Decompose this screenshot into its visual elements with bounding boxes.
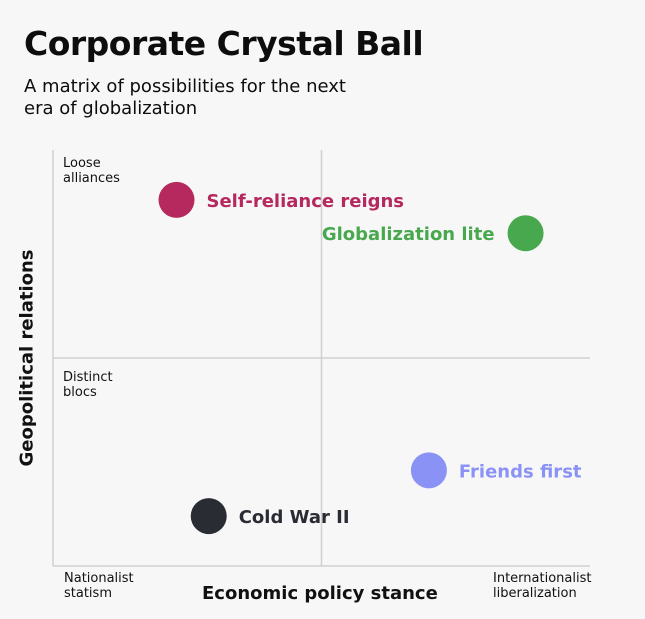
y-high-label: Loose alliances — [63, 156, 120, 186]
scatter-point — [158, 181, 195, 218]
scatter-point — [190, 498, 227, 535]
point-label: Globalization lite — [322, 224, 495, 245]
point-label: Self-reliance reigns — [207, 191, 405, 212]
y-low-label: Distinct blocs — [63, 370, 113, 400]
x-low-label: Nationalist statism — [64, 571, 134, 601]
scatter-point — [507, 215, 544, 252]
scatter-point — [410, 452, 447, 489]
chart-title: Corporate Crystal Ball — [24, 24, 424, 63]
x-high-label: Internationalist liberalization — [493, 571, 592, 601]
chart-subtitle: A matrix of possibilities for the next e… — [24, 76, 346, 119]
point-label: Cold War II — [239, 507, 350, 528]
point-label: Friends first — [459, 461, 582, 482]
y-axis-label: Geopolitical relations — [16, 249, 38, 467]
x-axis-label: Economic policy stance — [202, 583, 438, 604]
